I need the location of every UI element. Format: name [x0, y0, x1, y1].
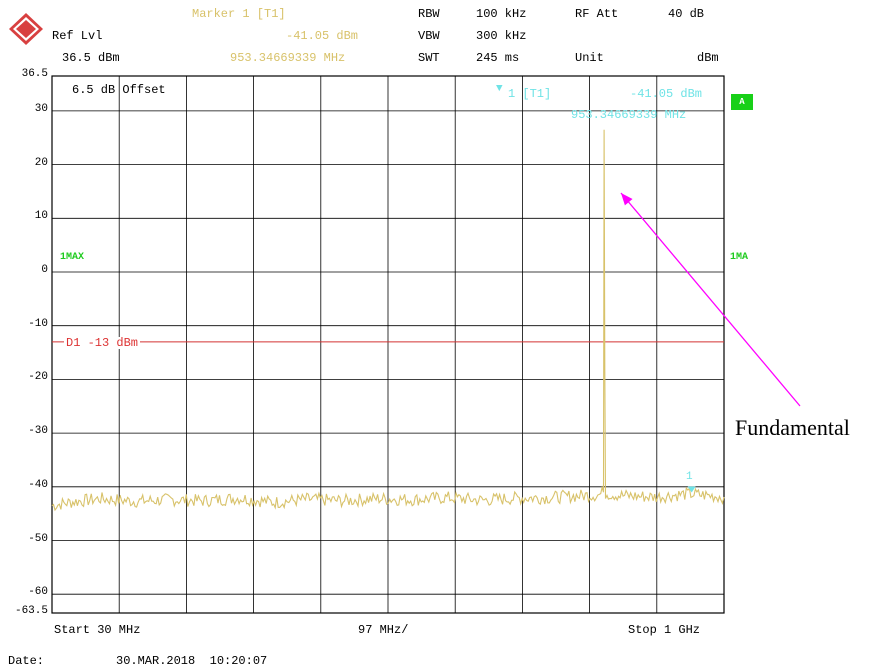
- rf-att-label: RF Att: [575, 7, 619, 21]
- stop-frequency: Stop 1 GHz: [628, 623, 701, 637]
- marker-1-symbol: [687, 486, 696, 493]
- rbw-label: RBW: [418, 7, 440, 21]
- unit-value: dBm: [697, 51, 719, 65]
- y-tick-label: -60: [28, 586, 48, 599]
- marker-level: -41.05 dBm: [286, 29, 359, 43]
- date-value: 30.MAR.2018 10:20:07: [116, 654, 268, 668]
- marker-readout-level: -41.05 dBm: [630, 87, 703, 101]
- vbw-value: 300 kHz: [476, 29, 527, 43]
- marker-frequency: 953.34669339 MHz: [230, 51, 346, 65]
- marker-readout-frequency: 953.34669339 MHz: [571, 108, 687, 122]
- vbw-label: VBW: [418, 29, 440, 43]
- trace-label-right: 1MA: [730, 252, 749, 263]
- y-tick-label: 36.5: [21, 68, 48, 80]
- display-line-label: D1 -13 dBm: [64, 336, 141, 350]
- trace-a-badge: A: [731, 94, 753, 110]
- y-tick-label: -63.5: [14, 605, 48, 617]
- rs-logo: [9, 13, 43, 45]
- y-tick-label: 0: [41, 264, 48, 276]
- unit-label: Unit: [575, 51, 604, 65]
- y-tick-label: -10: [28, 317, 48, 330]
- swt-value: 245 ms: [476, 51, 520, 65]
- fundamental-annotation: Fundamental: [735, 415, 850, 440]
- y-tick-label: -20: [28, 371, 48, 384]
- annotation-arrow-line: [620, 192, 801, 407]
- y-tick-label: 10: [34, 210, 48, 223]
- span-per-division: 97 MHz/: [358, 623, 409, 637]
- y-tick-label: -50: [28, 532, 48, 545]
- plot-grid: [51, 75, 725, 614]
- spectrum-trace: [51, 129, 725, 512]
- trace-group: [51, 129, 725, 512]
- y-tick-label: 20: [34, 156, 48, 169]
- trace-label-left: 1MAX: [60, 252, 85, 263]
- annotation-arrow-group: [620, 192, 801, 407]
- start-frequency: Start 30 MHz: [54, 623, 141, 637]
- annotation-arrowhead: [621, 193, 633, 206]
- rf-att-value: 40 dB: [668, 7, 705, 21]
- offset-label: 6.5 dB Offset: [72, 83, 166, 97]
- y-tick-label: 30: [34, 102, 48, 115]
- marker-title: Marker 1 [T1]: [192, 7, 286, 21]
- date-label: Date:: [8, 654, 45, 668]
- y-tick-label: -40: [28, 478, 48, 491]
- ref-level-value: 36.5 dBm: [62, 51, 120, 65]
- marker-readout-id: 1 [T1]: [508, 87, 552, 101]
- marker-triangle-icon: ▼: [496, 83, 503, 95]
- swt-label: SWT: [418, 51, 440, 65]
- y-tick-label: -30: [28, 425, 48, 438]
- marker-number: 1: [686, 471, 693, 483]
- ref-level-label: Ref Lvl: [52, 29, 103, 43]
- rbw-value: 100 kHz: [476, 7, 527, 21]
